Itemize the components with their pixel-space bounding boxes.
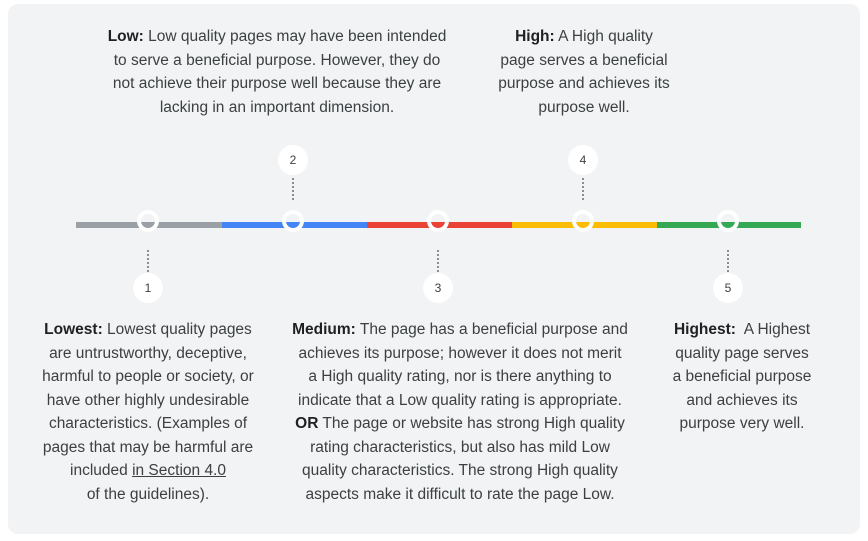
high-description: High: A High quality page serves a benef… [498,28,670,116]
high-label: High: [515,28,555,45]
scale-point-2 [282,210,304,232]
lowest-description: Lowest: Lowest quality pages are untrust… [42,321,254,503]
medium-label: Medium: [292,321,356,338]
scale-point-4 [572,210,594,232]
scale-point-5 [717,210,739,232]
connector-1 [147,250,149,272]
highest-label: Highest: [673,321,736,338]
marker-3: 3 [423,273,453,303]
connector-3 [437,250,439,272]
low-label: Low: [107,28,144,45]
scale-point-1 [137,210,159,232]
section-4-link[interactable]: in Section 4.0 [132,462,226,479]
medium-or-label: OR [295,415,319,432]
marker-5: 5 [713,273,743,303]
scale-point-3 [427,210,449,232]
rating-scale-panel [8,4,860,534]
marker-4: 4 [568,145,598,175]
highest-description: Highest: A Highest quality page serves a… [672,321,812,432]
connector-2 [292,178,294,200]
connector-4 [582,178,584,200]
marker-1: 1 [133,273,163,303]
low-description: Low: Low quality pages may have been int… [107,28,447,116]
lowest-label: Lowest: [44,321,103,338]
marker-2: 2 [278,145,308,175]
connector-5 [727,250,729,272]
medium-description: Medium: The page has a beneficial purpos… [292,321,628,503]
